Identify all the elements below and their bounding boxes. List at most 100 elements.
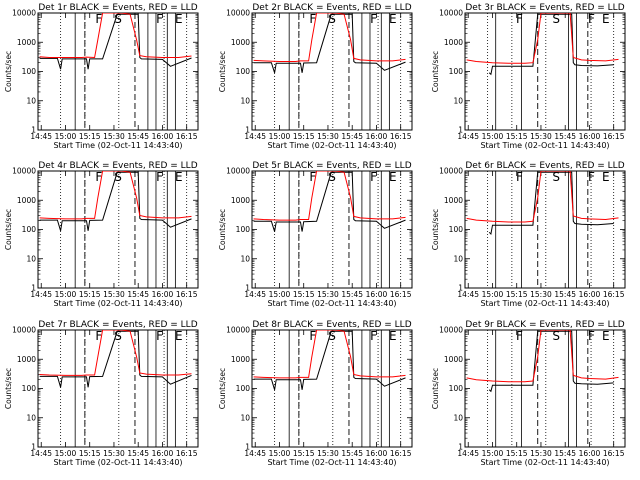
x-tick-label: 16:15 — [603, 290, 625, 299]
x-tick-label: 16:15 — [176, 449, 198, 458]
x-tick-label: 16:00 — [366, 132, 388, 141]
x-tick-label: 14:45 — [244, 132, 266, 141]
y-axis-label: Counts/sec — [4, 51, 13, 92]
y-tick-label: 100 — [236, 384, 251, 393]
segment-label: F — [370, 170, 377, 184]
y-tick-label: 10 — [453, 254, 463, 263]
x-tick-label: 15:30 — [103, 290, 125, 299]
x-tick-label: 15:00 — [269, 290, 291, 299]
y-tick-label: 1 — [31, 126, 36, 135]
x-tick-label: 15:00 — [55, 132, 77, 141]
y-tick-label: 10000 — [12, 326, 36, 335]
lld-series-line — [39, 330, 192, 376]
segment-label: S — [328, 170, 336, 184]
segment-label: E — [602, 170, 610, 184]
chart-panel: Det 5r BLACK = Events, RED = LLD 1 10 100 10… — [218, 161, 413, 308]
segment-label: S — [328, 12, 336, 26]
y-tick-label: 10 — [26, 413, 36, 422]
y-tick-label: 10 — [26, 96, 36, 105]
x-axis-label: Start Time (02-Oct-11 14:43:40) — [480, 141, 609, 150]
events-series-line — [253, 13, 406, 73]
y-tick-label: 1 — [458, 284, 463, 293]
x-tick-label: 15:00 — [482, 290, 504, 299]
y-tick-label: 10 — [240, 96, 250, 105]
x-tick-label: 15:45 — [554, 132, 576, 141]
x-tick-label: 15:00 — [482, 449, 504, 458]
x-tick-label: 15:15 — [79, 132, 101, 141]
y-tick-label: 10000 — [439, 326, 463, 335]
x-tick-label: 15:30 — [103, 449, 125, 458]
chart-panel: Det 4r BLACK = Events, RED = LLD 1 10 100 10… — [4, 161, 199, 308]
plot-frame — [251, 170, 413, 289]
chart-title: Det 7r BLACK = Events, RED = LLD — [38, 320, 197, 330]
x-tick-label: 16:15 — [176, 132, 198, 141]
events-series-line — [488, 13, 614, 76]
y-axis-label: Counts/sec — [431, 209, 440, 250]
chart-title: Det 9r BLACK = Events, RED = LLD — [465, 320, 624, 330]
x-tick-label: 15:15 — [293, 290, 315, 299]
y-tick-label: 1000 — [444, 38, 463, 47]
y-axis-label: Counts/sec — [431, 368, 440, 409]
y-axis-label: Counts/sec — [431, 51, 440, 92]
segment-label: F — [156, 12, 163, 26]
x-tick-label: 14:45 — [457, 132, 479, 141]
lld-series-line — [466, 330, 619, 383]
x-tick-label: 16:15 — [603, 449, 625, 458]
y-axis-label: Counts/sec — [4, 368, 13, 409]
x-tick-label: 14:45 — [30, 290, 52, 299]
x-tick-label: 14:45 — [457, 290, 479, 299]
chart-title: Det 8r BLACK = Events, RED = LLD — [252, 320, 411, 330]
x-tick-label: 16:00 — [152, 132, 174, 141]
y-tick-label: 1000 — [17, 38, 36, 47]
chart-title: Det 6r BLACK = Events, RED = LLD — [465, 161, 624, 171]
y-tick-label: 100 — [449, 384, 464, 393]
events-series-line — [39, 13, 192, 70]
plot-frame — [37, 329, 199, 448]
x-tick-label: 16:15 — [390, 290, 412, 299]
plot-frame — [37, 12, 199, 131]
segment-label: E — [602, 329, 610, 343]
y-tick-label: 1 — [245, 126, 250, 135]
segment-label: E — [389, 12, 397, 26]
y-tick-label: 10 — [26, 254, 36, 263]
lld-series-line — [253, 330, 406, 379]
x-tick-label: 15:45 — [341, 449, 363, 458]
x-tick-label: 14:45 — [244, 290, 266, 299]
x-tick-label: 15:45 — [127, 132, 149, 141]
segment-label: F — [370, 329, 377, 343]
segment-label: F — [309, 170, 316, 184]
x-axis-label: Start Time (02-Oct-11 14:43:40) — [267, 299, 396, 308]
x-axis-label: Start Time (02-Oct-11 14:43:40) — [53, 299, 182, 308]
chart-panel: Det 7r BLACK = Events, RED = LLD 1 10 100 10… — [4, 320, 199, 467]
x-tick-label: 15:30 — [530, 132, 552, 141]
x-axis-label: Start Time (02-Oct-11 14:43:40) — [267, 141, 396, 150]
x-tick-label: 14:45 — [457, 449, 479, 458]
segment-label: F — [309, 12, 316, 26]
y-tick-label: 100 — [22, 384, 37, 393]
x-tick-label: 15:30 — [103, 132, 125, 141]
segment-label: F — [95, 12, 102, 26]
x-tick-label: 16:15 — [603, 132, 625, 141]
x-axis-label: Start Time (02-Oct-11 14:43:40) — [267, 458, 396, 467]
x-tick-label: 15:45 — [127, 290, 149, 299]
y-tick-label: 1 — [458, 126, 463, 135]
events-series-line — [253, 171, 406, 232]
y-tick-label: 100 — [236, 225, 251, 234]
segment-label: E — [175, 329, 183, 343]
y-tick-label: 1000 — [231, 38, 250, 47]
y-tick-label: 1000 — [17, 355, 36, 364]
plot-frame — [251, 12, 413, 131]
segment-label: S — [114, 329, 122, 343]
lld-series-line — [253, 13, 406, 62]
y-tick-label: 1 — [245, 284, 250, 293]
x-tick-label: 15:00 — [55, 449, 77, 458]
x-tick-label: 16:15 — [390, 132, 412, 141]
y-tick-label: 1 — [245, 443, 250, 452]
chart-panel: Det 3r BLACK = Events, RED = LLD 1 10 100 10… — [431, 3, 626, 150]
y-axis-label: Counts/sec — [218, 368, 227, 409]
segment-label: F — [370, 12, 377, 26]
y-tick-label: 1000 — [444, 196, 463, 205]
x-axis-label: Start Time (02-Oct-11 14:43:40) — [480, 458, 609, 467]
x-tick-label: 15:15 — [506, 449, 528, 458]
